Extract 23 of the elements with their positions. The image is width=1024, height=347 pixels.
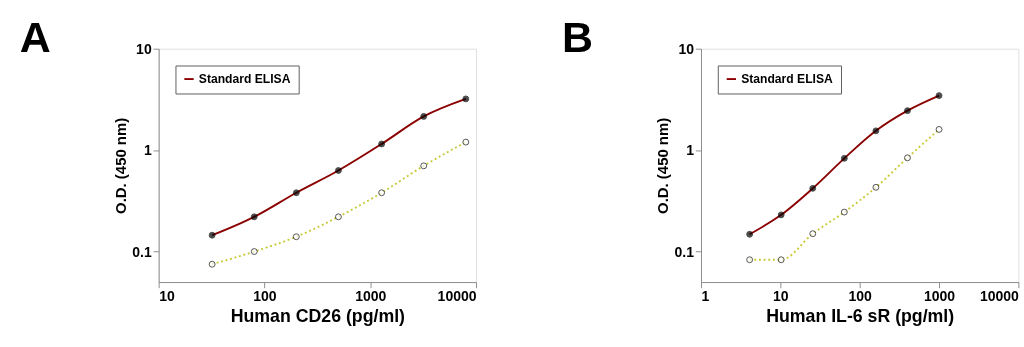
y-axis-title: O.D. (450 nm) xyxy=(654,117,672,214)
legend-label: Standard ELISA xyxy=(741,71,834,86)
x-tick-label: 1 xyxy=(701,288,710,305)
x-tick-label: 10000 xyxy=(437,288,477,305)
x-tick-label: 100 xyxy=(253,288,277,305)
x-tick-label: 10 xyxy=(159,288,175,305)
x-tick-label: 10000 xyxy=(979,288,1020,305)
x-tick-label: 1000 xyxy=(355,288,387,305)
x-axis-title: Human IL-6 sR (pg/ml) xyxy=(766,305,955,326)
y-tick-label: 1 xyxy=(686,142,695,159)
x-axis-title: Human CD26 (pg/ml) xyxy=(230,305,406,326)
x-tick-label: 1000 xyxy=(923,288,956,305)
chart-title: A xyxy=(19,12,51,61)
x-tick-label: 10 xyxy=(773,288,789,305)
y-tick-label: 10 xyxy=(678,40,695,57)
y-tick-label: 1 xyxy=(143,142,152,159)
legend-label: Standard ELISA xyxy=(198,71,291,86)
x-tick-label: 100 xyxy=(848,288,873,305)
chart-title: B xyxy=(562,12,594,61)
y-tick-label: 0.1 xyxy=(132,243,152,260)
y-tick-label: 0.1 xyxy=(674,243,695,260)
y-axis-title: O.D. (450 nm) xyxy=(111,117,129,214)
y-tick-label: 10 xyxy=(136,40,152,57)
